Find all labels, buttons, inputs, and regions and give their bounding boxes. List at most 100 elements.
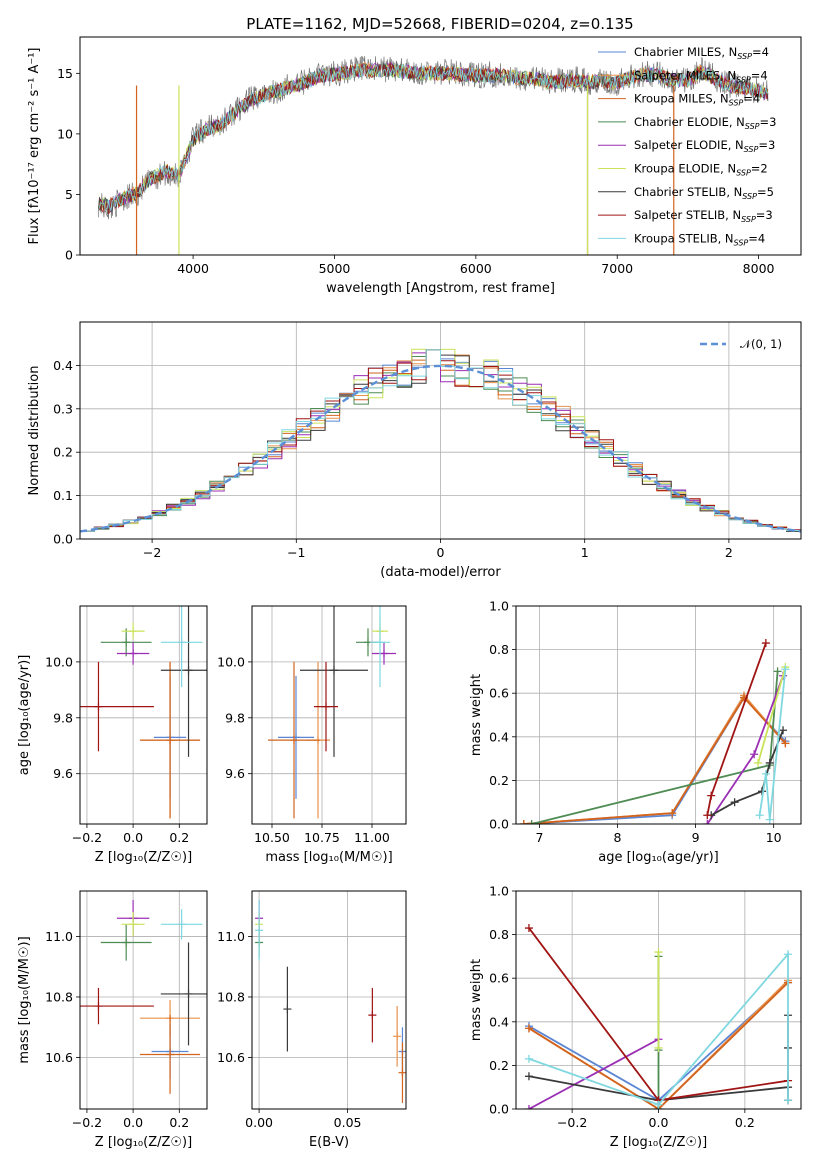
plus-marker: [330, 666, 338, 675]
x-tick-label: 0: [437, 545, 445, 560]
series-kroupa-miles: [523, 696, 787, 824]
y-tick-label: 0.6: [489, 686, 509, 701]
plus-marker: [166, 1050, 175, 1059]
legend-entry-salpeter-elodie: Salpeter ELODIE, NSSP=3: [634, 138, 775, 154]
marker-chabrier-elodie: [527, 820, 536, 824]
x-tick-label: 7: [535, 830, 543, 845]
point-salpeter-stelib: [314, 661, 338, 752]
marker-kroupa-miles: [524, 1024, 533, 1033]
marker-salpeter-stelib: [703, 811, 712, 820]
plot-area: [98, 55, 769, 255]
y-axis-label: mass weight: [469, 959, 484, 1041]
point-chabrier-miles: [278, 675, 314, 799]
marker-kroupa-elodie: [654, 1043, 663, 1052]
x-axis-label: mass [log₁₀(M/M☉)]: [265, 850, 392, 865]
marker-kroupa-elodie: [754, 758, 763, 767]
normal-curve: [80, 364, 801, 533]
x-tick-label: 0.0: [649, 1115, 669, 1130]
point-kroupa-stelib: [370, 606, 390, 688]
y-axis-label: age [log₁₀(age/yr)]: [17, 655, 32, 776]
plus-marker: [122, 638, 131, 647]
axes-frame: [251, 890, 407, 1110]
y-tick-label: 9.8: [225, 710, 245, 725]
plus-marker: [368, 1011, 377, 1020]
marker-kroupa-miles: [781, 739, 790, 748]
plot-area: [268, 606, 396, 819]
x-tick-label: 11.00: [354, 830, 390, 845]
point-chabrier-stelib: [300, 606, 368, 757]
marker-chabrier-stelib: [765, 758, 774, 767]
x-tick-label: −1: [287, 545, 305, 560]
spectrum-model-chabrier-stelib: [98, 62, 769, 215]
plus-marker: [122, 938, 131, 947]
point-salpeter-elodie: [116, 642, 150, 665]
legend-entry-chabrier-miles: Chabrier MILES, NSSP=4: [634, 45, 769, 61]
panel-massweight_vs_Z: −0.2 0.0 0.2 0.0 0.2 0.4 0.6 0.8 1.0 Z [log₁₀(Z/Z…: [469, 884, 802, 1150]
x-tick-label: 10.75: [304, 830, 340, 845]
plus-marker: [184, 666, 193, 675]
marker-salpeter-stelib: [707, 791, 716, 800]
marker-kroupa-miles: [668, 809, 677, 818]
plus-marker: [398, 1068, 406, 1077]
plot-area: [255, 900, 406, 1103]
axes-frame: [515, 890, 802, 1110]
point-chabrier-elodie: [100, 628, 152, 657]
y-axis-label: mass weight: [469, 674, 484, 756]
axes-frame: [79, 605, 208, 825]
x-tick-label: 1: [581, 545, 589, 560]
y-tick-label: 11.0: [45, 929, 73, 944]
point-chabrier-stelib: [283, 966, 292, 1052]
legend-entry-kroupa-elodie: Kroupa ELODIE, NSSP=2: [634, 162, 768, 178]
y-tick-label: 0.3: [53, 401, 73, 416]
y-axis-label: Flux [fλ10⁻¹⁷ erg cm⁻² s⁻¹ A⁻¹]: [27, 48, 42, 245]
y-tick-label: 0.8: [489, 927, 509, 942]
plot-area: [80, 606, 207, 819]
point-kroupa-miles: [140, 1015, 201, 1094]
x-axis-label: Z [log₁₀(Z/Z☉)]: [95, 850, 192, 865]
x-axis-label: (data-model)/error: [380, 565, 501, 580]
legend-entry-salpeter-miles: Salpeter MILES, NSSP=4: [634, 68, 768, 84]
x-tick-label: −0.2: [557, 1115, 587, 1130]
plus-marker: [129, 649, 138, 658]
y-tick-label: 0.8: [489, 642, 509, 657]
marker-salpeter-elodie: [703, 820, 712, 824]
y-tick-label: 0.2: [53, 445, 73, 460]
marker-chabrier-stelib: [779, 726, 788, 735]
plus-marker: [129, 920, 138, 929]
y-tick-label: 0.4: [489, 729, 509, 744]
series-kroupa-elodie: [757, 666, 787, 764]
marker-salpeter-elodie: [750, 750, 759, 759]
marker-chabrier-stelib: [524, 1072, 533, 1081]
x-tick-label: 0.2: [735, 1115, 755, 1130]
panel-age_vs_mass: 10.50 10.75 11.00 9.6 9.8 10.0 mass [log₁₀(M/M…: [217, 605, 407, 865]
spectrum-model-kroupa-stelib: [98, 63, 769, 212]
x-tick-label: 8000: [743, 261, 775, 276]
x-tick-label: 6000: [460, 261, 492, 276]
x-axis-label: E(B-V): [309, 1135, 349, 1150]
marker-kroupa-stelib: [781, 665, 790, 674]
plus-marker: [380, 649, 388, 658]
x-tick-label: 8: [614, 830, 622, 845]
plus-marker: [166, 736, 175, 745]
panel-massweight_vs_age: 7 8 9 10 0.0 0.2 0.4 0.6 0.8 1.0 age [log₁₀(age/yr…: [469, 599, 802, 865]
x-tick-label: 9: [692, 830, 700, 845]
series-kroupa-stelib: [528, 951, 789, 1106]
series-chabrier-miles: [523, 696, 787, 824]
marker-chabrier-elodie: [773, 667, 782, 676]
series-salpeter-stelib: [706, 642, 767, 816]
point-salpeter-miles: [393, 1006, 402, 1067]
marker-kroupa-stelib: [784, 950, 793, 959]
y-tick-label: 9.8: [53, 710, 73, 725]
point-kroupa-stelib: [255, 900, 264, 961]
marker-kroupa-stelib: [761, 769, 770, 778]
y-tick-label: 10.0: [217, 654, 245, 669]
point-kroupa-stelib: [160, 909, 203, 940]
y-tick-label: 0.6: [489, 971, 509, 986]
plus-marker: [177, 920, 186, 929]
x-axis-label: Z [log₁₀(Z/Z☉)]: [95, 1135, 192, 1150]
x-tick-label: 7000: [601, 261, 633, 276]
y-tick-label: 0: [65, 248, 73, 263]
x-tick-label: 5000: [319, 261, 351, 276]
y-tick-label: 10.6: [217, 1050, 245, 1065]
axes-frame: [515, 605, 802, 825]
